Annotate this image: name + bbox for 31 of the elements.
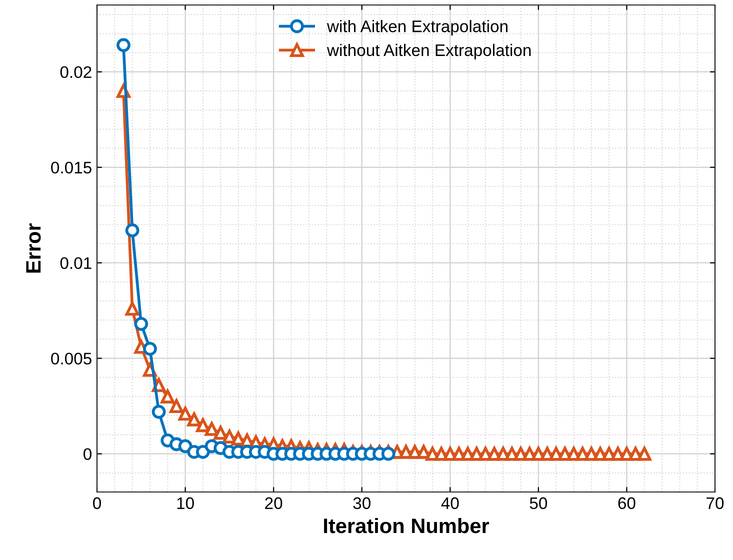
y-tick-label: 0.01 [60, 257, 92, 270]
x-axis-title: Iteration Number [324, 518, 490, 534]
y-tick-label: 0.02 [60, 66, 92, 78]
x-tick-label: 30 [353, 497, 370, 510]
point [196, 418, 210, 432]
x-tick-label: 10 [177, 497, 194, 510]
point [196, 444, 210, 459]
x-tick-label: 40 [441, 497, 459, 510]
y-tick-label: 0.005 [51, 352, 92, 365]
y-tick-label: 0.015 [51, 162, 92, 174]
x-tick-label: 70 [706, 497, 724, 510]
legend-label: with Aitken Extrapolation [326, 20, 508, 36]
point [143, 342, 157, 356]
x-tick-label: 0 [93, 497, 101, 510]
point [134, 316, 148, 331]
point [160, 390, 175, 404]
x-tick-label: 50 [530, 497, 548, 510]
x-tick-label: 20 [265, 497, 282, 510]
point [125, 302, 140, 316]
point [116, 38, 130, 52]
point [187, 412, 202, 426]
x-tick-label: 60 [618, 497, 636, 510]
y-axis-title: Error [26, 223, 41, 273]
point [170, 399, 184, 414]
point [381, 446, 396, 461]
point [178, 406, 192, 421]
y-tick-label: 0 [84, 448, 92, 460]
point [637, 446, 652, 461]
legend-label: without Aitken Extrapolation [326, 44, 531, 60]
point [152, 404, 166, 419]
point [125, 223, 140, 238]
